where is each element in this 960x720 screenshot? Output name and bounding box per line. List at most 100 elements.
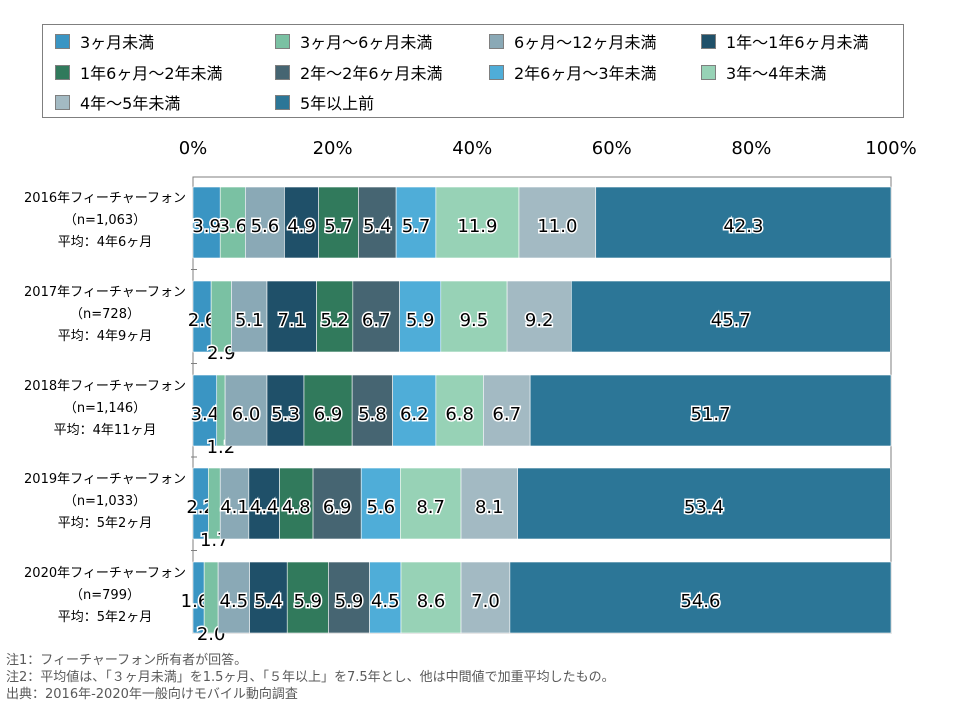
legend-label: 2年6ヶ月～3年未満 <box>514 64 657 83</box>
data-label: 7.1 <box>277 310 306 331</box>
x-tick-label: 40% <box>452 138 492 159</box>
data-label: 4.9 <box>287 216 316 237</box>
data-label: 11.9 <box>457 216 497 237</box>
data-label: 5.3 <box>271 404 300 425</box>
legend-item: 3年～4年未満 <box>701 62 826 83</box>
legend-label: 1年6ヶ月～2年未満 <box>80 64 223 83</box>
bar-segment <box>351 374 393 447</box>
bar-segment <box>399 280 442 353</box>
bar-segment <box>219 467 250 540</box>
legend-label: 2年～2年6ヶ月未満 <box>300 64 443 83</box>
legend-swatch <box>55 33 70 49</box>
bar-segment <box>400 467 462 540</box>
bar-segment <box>435 186 520 259</box>
data-label: 6.0 <box>232 404 261 425</box>
data-label: 5.8 <box>358 404 387 425</box>
chart-notes: 注1：フィーチャーフォン所有者が回答。 注2：平均値は、「３ヶ月未満」を1.5ヶ… <box>6 652 615 703</box>
data-label: 4.5 <box>220 591 249 612</box>
legend-label: 5年以上前 <box>300 94 375 113</box>
data-label: 51.7 <box>691 404 731 425</box>
legend-label: 6ヶ月～12ヶ月未満 <box>514 33 657 52</box>
data-label: 5.6 <box>366 497 395 518</box>
note-source: 出典：2016年-2020年一般向けモバイル動向調査 <box>6 687 298 702</box>
legend-swatch <box>489 64 504 80</box>
x-tick-label: 100% <box>865 138 916 159</box>
legend-item: 3ヶ月未満 <box>55 31 154 52</box>
legend-label: 1年～1年6ヶ月未満 <box>726 33 869 52</box>
bar-segment <box>208 467 221 540</box>
bar-segment <box>506 280 572 353</box>
bar-segment <box>266 280 317 353</box>
data-label: 4.5 <box>371 591 400 612</box>
data-label: 3.9 <box>192 216 221 237</box>
data-label: 5.6 <box>251 216 280 237</box>
category-label: 2018年フィーチャーフォン <box>24 379 186 394</box>
category-average: 平均：4年9ヶ月 <box>58 329 153 344</box>
bar-segment <box>203 561 219 634</box>
bar-segment <box>266 374 305 447</box>
x-tick-label: 60% <box>592 138 632 159</box>
data-label: 5.4 <box>363 216 392 237</box>
category-label: 2020年フィーチャーフォン <box>24 566 186 581</box>
data-label: 5.4 <box>254 591 283 612</box>
legend-swatch <box>275 94 290 110</box>
category-sample-size: （n=1,063） <box>64 213 146 228</box>
category-sample-size: （n=799） <box>70 588 140 603</box>
category-sample-size: （n=1,033） <box>64 494 146 509</box>
chart-legend: 3ヶ月未満 3ヶ月～6ヶ月未満 6ヶ月～12ヶ月未満 1年～1年6ヶ月未満 1年6ヶ月～… <box>42 24 904 118</box>
legend-swatch <box>55 94 70 110</box>
bar-segment <box>245 186 285 259</box>
data-label: 4.8 <box>282 497 311 518</box>
bar-segment <box>360 467 401 540</box>
legend-item: 1年6ヶ月～2年未満 <box>55 62 223 83</box>
category-average: 平均：4年11ヶ月 <box>54 423 157 438</box>
bar-segment <box>595 186 892 259</box>
data-label: 5.2 <box>320 310 349 331</box>
bar-segment <box>219 186 246 259</box>
bar-segment <box>303 374 353 447</box>
bar-segment <box>369 561 402 634</box>
data-label: 5.9 <box>294 591 323 612</box>
data-label: 6.7 <box>362 310 391 331</box>
data-label: 6.2 <box>400 404 429 425</box>
legend-label: 4年～5年未満 <box>80 94 181 113</box>
legend-swatch <box>55 64 70 80</box>
bar-segment <box>248 467 280 540</box>
data-label: 6.7 <box>492 404 521 425</box>
bar-segment <box>529 374 892 447</box>
note-2: 注2：平均値は、「３ヶ月未満」を1.5ヶ月、「５年以上」を7.5年とし、他は中間… <box>6 670 615 685</box>
x-tick-label: 0% <box>179 138 208 159</box>
data-label: 6.8 <box>445 404 474 425</box>
bar-segment <box>509 561 892 634</box>
bar-segment <box>286 561 329 634</box>
data-label: 9.2 <box>525 310 554 331</box>
legend-item: 1年～1年6ヶ月未満 <box>701 31 869 52</box>
category-sample-size: （n=728） <box>70 307 140 322</box>
category-label: 2016年フィーチャーフォン <box>24 191 186 206</box>
legend-swatch <box>701 64 716 80</box>
bar-segment <box>518 186 597 259</box>
legend-item: 6ヶ月～12ヶ月未満 <box>489 31 657 52</box>
legend-item: 5年以上前 <box>275 92 375 113</box>
data-label: 42.3 <box>723 216 763 237</box>
bar-segment <box>571 280 891 353</box>
bar-segment <box>192 186 221 259</box>
bar-segment <box>249 561 288 634</box>
bar-segment <box>210 280 232 353</box>
data-label: 5.7 <box>402 216 431 237</box>
category-average: 平均：4年6ヶ月 <box>58 235 153 250</box>
bar-segment <box>460 467 518 540</box>
data-label: 8.7 <box>416 497 445 518</box>
data-label: 7.0 <box>471 591 500 612</box>
legend-swatch <box>489 33 504 49</box>
data-label: 8.1 <box>475 497 504 518</box>
data-label: 5.9 <box>335 591 364 612</box>
legend-swatch <box>701 33 716 49</box>
category-sample-size: （n=1,146） <box>64 401 146 416</box>
bar-segment <box>352 280 400 353</box>
bar-segment <box>328 561 370 634</box>
data-label: 8.6 <box>417 591 446 612</box>
legend-item: 3ヶ月～6ヶ月未満 <box>275 31 432 52</box>
bar-segment <box>460 561 511 634</box>
